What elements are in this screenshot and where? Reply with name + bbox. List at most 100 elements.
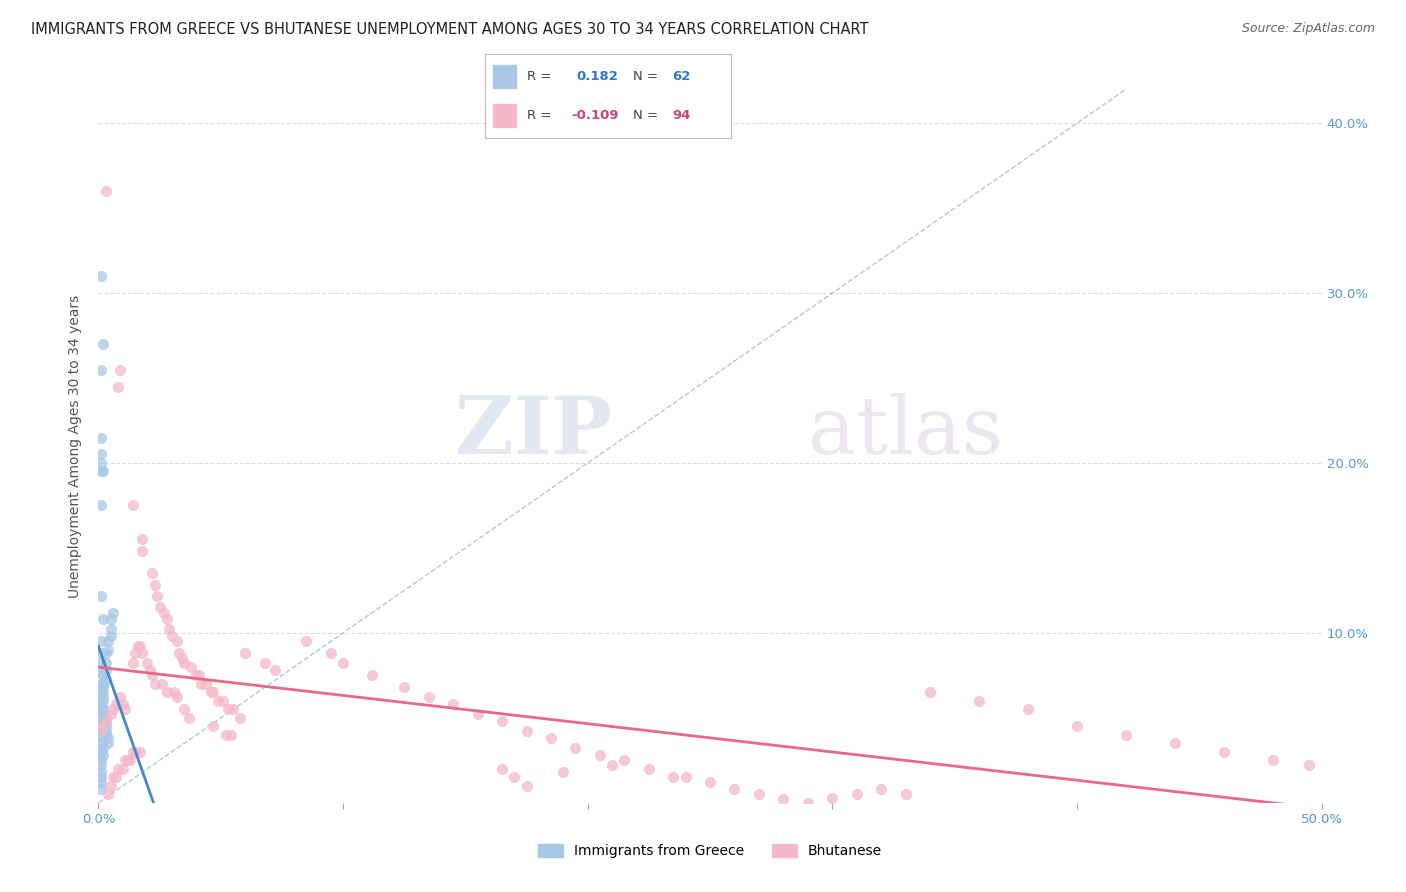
Point [94,714,117,729]
Point [127,640,149,654]
Point [91,685,114,699]
Point [100,629,122,643]
Point [100,779,122,793]
Point [1164,736,1187,750]
Point [90,499,112,513]
Point [150,677,173,691]
Point [564,741,586,756]
Point [124,745,146,759]
Point [114,753,136,767]
Text: -0.109: -0.109 [571,109,619,122]
Point [131,646,153,660]
Point [219,728,242,742]
Point [748,787,770,801]
Point [295,634,318,648]
Point [515,724,537,739]
Point [90,269,112,284]
Point [229,711,252,725]
Point [1261,753,1284,767]
Point [90,634,112,648]
Point [91,748,114,763]
Point [90,702,112,716]
Point [894,787,917,801]
Point [332,657,354,671]
Point [143,578,166,592]
Point [91,714,114,729]
Point [1115,728,1137,742]
Point [207,694,229,708]
Point [90,753,112,767]
Point [90,694,112,708]
Point [90,589,112,603]
Point [90,736,112,750]
Point [100,707,122,722]
Point [97,731,120,746]
Point [90,711,112,725]
Text: IMMIGRANTS FROM GREECE VS BHUTANESE UNEMPLOYMENT AMONG AGES 30 TO 34 YEARS CORRE: IMMIGRANTS FROM GREECE VS BHUTANESE UNEM… [31,22,869,37]
Point [101,702,124,716]
Point [143,677,166,691]
Point [94,711,117,725]
Point [90,685,112,699]
Point [124,646,146,660]
Point [91,690,114,705]
Point [153,606,176,620]
Point [136,657,159,671]
Point [94,673,117,688]
Point [94,719,117,733]
Point [94,724,117,739]
Text: 94: 94 [672,109,690,122]
Point [131,533,153,547]
Point [90,765,112,780]
Text: R =: R = [527,109,551,122]
Point [195,677,218,691]
Point [94,714,117,729]
Point [441,698,464,712]
Point [117,753,139,767]
Point [491,714,513,729]
Point [94,663,117,677]
Point [97,736,120,750]
Point [589,748,612,763]
Point [503,770,526,784]
Point [100,623,122,637]
Point [214,728,236,742]
Point [121,499,143,513]
Point [120,753,142,767]
Point [600,758,623,772]
Point [173,657,195,671]
Point [202,685,225,699]
Point [114,702,136,716]
Point [217,702,239,716]
Point [920,685,942,699]
Point [157,623,180,637]
Point [173,702,195,716]
Point [91,731,114,746]
Point [110,690,132,705]
Point [91,702,114,716]
Point [97,643,120,657]
FancyBboxPatch shape [492,63,517,89]
Point [90,465,112,479]
Point [637,762,661,776]
Point [319,646,342,660]
Point [156,685,179,699]
Y-axis label: Unemployment Among Ages 30 to 34 years: Unemployment Among Ages 30 to 34 years [69,294,83,598]
Point [187,668,209,682]
Point [90,728,112,742]
Point [101,606,124,620]
Point [491,762,513,776]
Point [177,711,200,725]
Point [163,685,186,699]
Point [675,770,697,784]
Point [515,779,537,793]
Point [107,762,129,776]
Point [772,792,794,806]
Point [91,465,114,479]
Point [97,634,120,648]
Point [967,694,990,708]
Point [1017,702,1039,716]
Point [139,663,162,677]
Point [166,690,188,705]
Point [91,668,114,682]
